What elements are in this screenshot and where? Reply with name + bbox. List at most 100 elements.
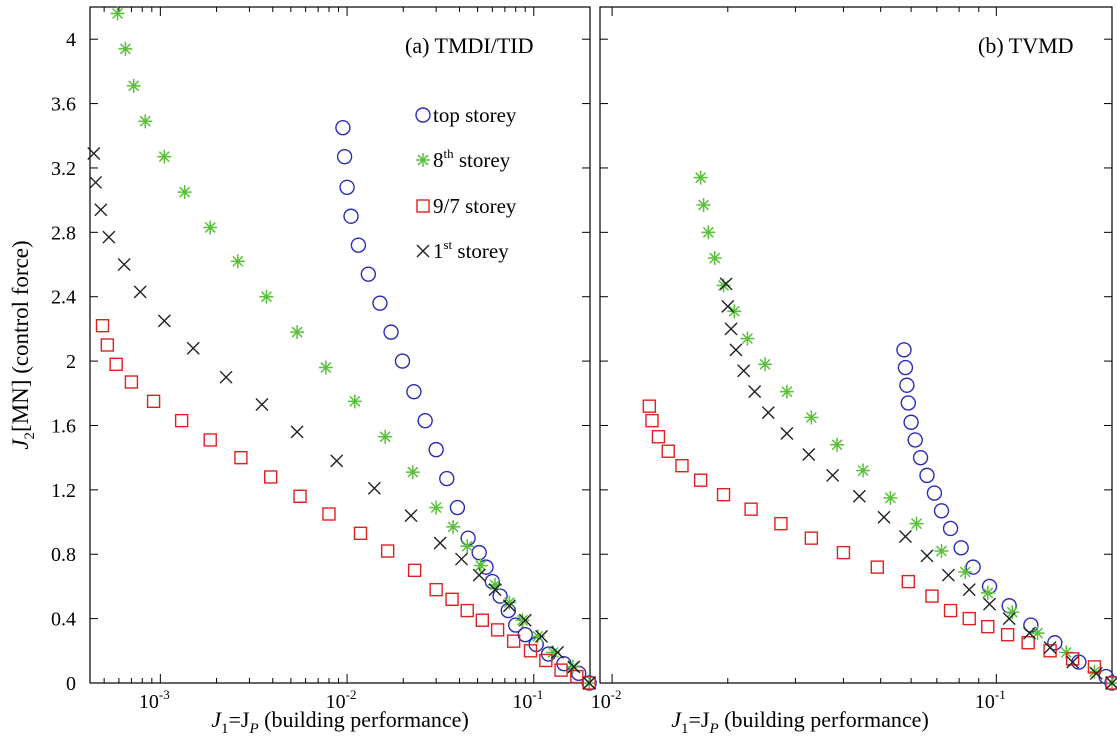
marker-97 — [174, 413, 189, 428]
marker-8th — [177, 185, 192, 200]
marker-top — [336, 148, 353, 165]
y-tick-label: 0 — [66, 673, 76, 695]
marker-1st — [1105, 676, 1117, 690]
marker-1st — [920, 549, 934, 563]
marker-1st — [802, 447, 816, 461]
marker-97 — [407, 563, 422, 578]
marker-97 — [870, 560, 885, 574]
marker-97 — [554, 663, 568, 677]
marker-8th — [259, 289, 274, 304]
marker-8th — [118, 41, 133, 56]
y-tick-label: 4 — [66, 29, 76, 51]
marker-top — [912, 449, 929, 466]
y-tick-label: 3.2 — [51, 158, 76, 180]
legend-marker-1st — [416, 244, 430, 258]
marker-8th — [693, 170, 708, 185]
marker-top — [942, 520, 959, 537]
marker-1st — [983, 597, 997, 611]
marker-97 — [506, 634, 521, 648]
marker-97 — [645, 413, 659, 428]
y-axis-label: J2[MN] (control force) — [8, 240, 38, 449]
marker-97 — [661, 444, 675, 458]
marker-top — [484, 573, 501, 590]
marker-97 — [804, 531, 819, 545]
marker-1st — [502, 599, 516, 613]
marker-1st — [582, 676, 596, 690]
marker-8th — [347, 394, 362, 409]
marker-top — [903, 414, 919, 430]
marker-8th — [958, 564, 973, 579]
marker-1st — [1043, 641, 1057, 655]
marker-8th — [405, 465, 420, 480]
y-ticks-panel-b — [600, 38, 1112, 684]
marker-top — [449, 499, 466, 516]
panel-b-frame — [599, 6, 1113, 684]
marker-top — [339, 179, 355, 195]
y-tick-label: 2 — [66, 351, 76, 373]
marker-97 — [651, 430, 666, 444]
marker-top — [335, 120, 351, 136]
marker-8th — [290, 325, 305, 340]
marker-8th — [696, 197, 711, 212]
marker-8th — [429, 500, 444, 515]
marker-1st — [737, 364, 751, 378]
legend-label-97: 9/7 storey — [433, 194, 517, 218]
marker-8th — [502, 595, 517, 610]
marker-top — [899, 377, 915, 393]
marker-8th — [727, 304, 742, 319]
marker-top — [900, 395, 916, 411]
marker-97 — [490, 623, 505, 637]
marker-1st — [157, 314, 171, 328]
marker-1st — [1089, 666, 1103, 680]
y-tick-label: 3.6 — [51, 94, 76, 116]
marker-1st — [724, 322, 738, 336]
marker-8th — [446, 519, 461, 534]
marker-8th — [530, 629, 545, 644]
marker-8th — [758, 357, 773, 372]
marker-1st — [729, 343, 743, 357]
marker-top — [383, 324, 399, 340]
marker-8th — [565, 659, 580, 674]
marker-top — [897, 359, 914, 376]
y-tick-label: 0.4 — [51, 609, 76, 631]
legend-label-8th: 8th storey — [433, 146, 511, 172]
marker-1st — [117, 258, 131, 272]
plot-markers-panel-a — [87, 6, 597, 691]
marker-8th — [515, 613, 530, 628]
legend-marker-8th — [416, 153, 430, 167]
marker-8th — [460, 539, 475, 554]
marker-top — [439, 470, 455, 487]
legend: top storey 8th storey 9/7 storey 1st sto… — [415, 103, 517, 263]
marker-1st — [89, 175, 103, 189]
marker-97 — [1087, 660, 1102, 674]
x-ticks-panel-b: 10-2 10-1 — [591, 7, 1113, 713]
y-tick-label: 1.6 — [51, 415, 76, 437]
marker-97 — [100, 338, 115, 352]
marker-8th — [110, 6, 125, 21]
marker-1st — [330, 454, 344, 468]
marker-top — [933, 503, 950, 519]
x-axis-label-b: J1=JP (building performance) — [671, 707, 929, 737]
marker-8th — [934, 544, 949, 559]
marker-97 — [539, 653, 553, 668]
y-tick-label: 2.4 — [51, 287, 76, 309]
marker-1st — [488, 583, 502, 597]
marker-97 — [445, 592, 459, 607]
marker-8th — [779, 384, 794, 399]
marker-8th — [804, 410, 819, 425]
marker-1st — [826, 468, 840, 482]
marker-97 — [293, 489, 307, 503]
y-tick-label: 2.8 — [51, 222, 76, 244]
marker-top — [372, 295, 388, 311]
marker-97 — [1065, 652, 1080, 666]
marker-97 — [642, 399, 657, 413]
marker-97 — [203, 433, 217, 447]
marker-1st — [780, 427, 794, 441]
marker-97 — [693, 473, 708, 487]
marker-1st — [433, 536, 447, 550]
marker-97 — [429, 582, 443, 597]
marker-8th — [909, 516, 924, 531]
marker-97 — [582, 676, 596, 690]
x-ticks-panel-a: 10-3 10-2 10-1 — [103, 7, 591, 713]
